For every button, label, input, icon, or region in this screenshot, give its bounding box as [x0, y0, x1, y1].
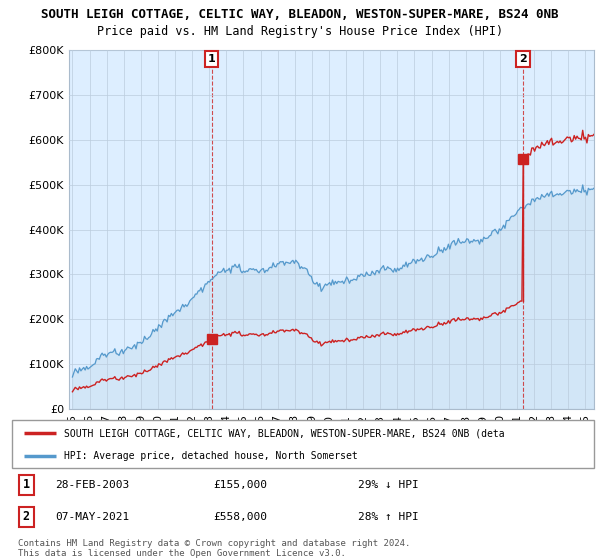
Text: Price paid vs. HM Land Registry's House Price Index (HPI): Price paid vs. HM Land Registry's House … [97, 25, 503, 38]
Text: SOUTH LEIGH COTTAGE, CELTIC WAY, BLEADON, WESTON-SUPER-MARE, BS24 0NB (deta: SOUTH LEIGH COTTAGE, CELTIC WAY, BLEADON… [64, 428, 505, 438]
Text: 07-MAY-2021: 07-MAY-2021 [55, 512, 130, 522]
Text: 28-FEB-2003: 28-FEB-2003 [55, 479, 130, 489]
Text: HPI: Average price, detached house, North Somerset: HPI: Average price, detached house, Nort… [64, 451, 358, 461]
Text: 2: 2 [23, 510, 30, 523]
Text: £558,000: £558,000 [214, 512, 268, 522]
Text: £155,000: £155,000 [214, 479, 268, 489]
Text: 29% ↓ HPI: 29% ↓ HPI [358, 479, 418, 489]
Text: Contains HM Land Registry data © Crown copyright and database right 2024.
This d: Contains HM Land Registry data © Crown c… [18, 539, 410, 558]
Text: 1: 1 [23, 478, 30, 491]
Text: 2: 2 [519, 54, 527, 64]
Text: 1: 1 [208, 54, 215, 64]
Text: 28% ↑ HPI: 28% ↑ HPI [358, 512, 418, 522]
Text: SOUTH LEIGH COTTAGE, CELTIC WAY, BLEADON, WESTON-SUPER-MARE, BS24 0NB: SOUTH LEIGH COTTAGE, CELTIC WAY, BLEADON… [41, 8, 559, 21]
